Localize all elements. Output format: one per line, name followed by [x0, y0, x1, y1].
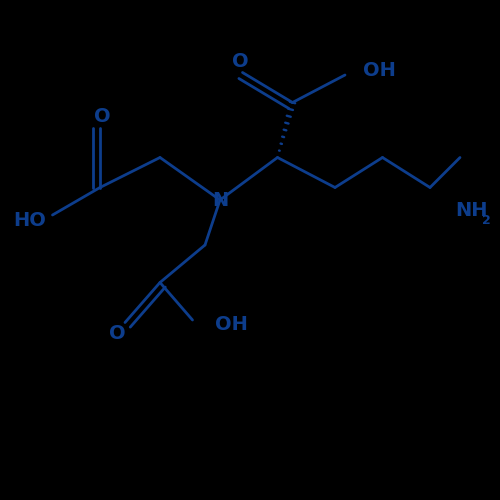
Text: NH: NH: [455, 200, 488, 220]
Text: OH: OH: [362, 62, 396, 80]
Text: 2: 2: [482, 214, 491, 228]
Text: HO: HO: [14, 210, 46, 230]
Text: O: O: [94, 107, 111, 126]
Text: O: O: [232, 52, 248, 71]
Text: O: O: [109, 324, 126, 343]
Text: OH: OH: [215, 316, 248, 334]
Text: N: N: [212, 190, 228, 210]
